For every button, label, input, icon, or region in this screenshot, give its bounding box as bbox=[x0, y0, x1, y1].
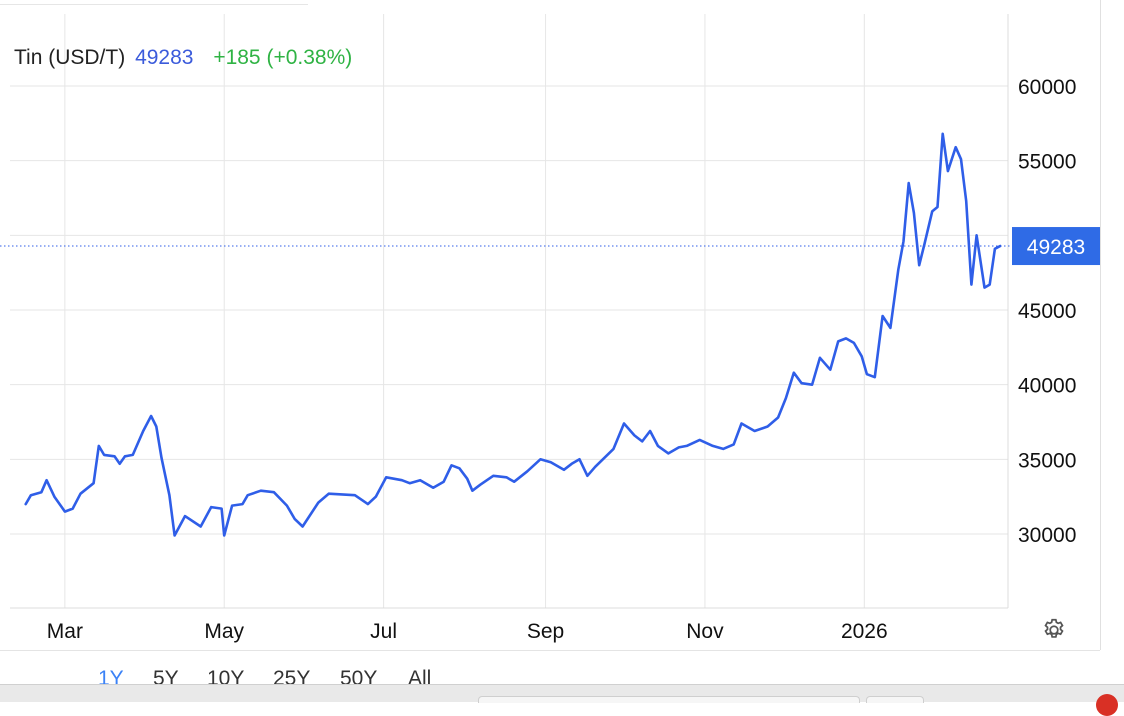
y-tick-label: 30000 bbox=[1018, 524, 1076, 547]
x-tick-label: Mar bbox=[47, 620, 83, 643]
right-divider bbox=[1100, 0, 1101, 650]
last-value-badge bbox=[1012, 227, 1100, 266]
taskbar-tab[interactable] bbox=[478, 696, 860, 703]
y-tick-label: 35000 bbox=[1018, 449, 1076, 472]
notification-dot[interactable] bbox=[1096, 694, 1118, 716]
x-tick-label: 2026 bbox=[841, 620, 888, 643]
legend-change: +185 (+0.38%) bbox=[213, 46, 353, 69]
y-tick-label: 45000 bbox=[1018, 300, 1076, 323]
chart-legend: Tin (USD/T) 49283 +185 (+0.38%) bbox=[14, 46, 352, 70]
taskbar-tab[interactable] bbox=[866, 696, 924, 703]
x-tick-label: Sep bbox=[527, 620, 564, 643]
gear-icon[interactable] bbox=[1041, 617, 1067, 643]
tin-price-chart[interactable]: 30000350004000045000500005500060000 MarM… bbox=[0, 0, 1100, 650]
x-tick-label: Nov bbox=[686, 620, 724, 643]
price-series-line bbox=[24, 132, 1002, 537]
y-tick-label: 55000 bbox=[1018, 151, 1076, 174]
y-tick-label: 60000 bbox=[1018, 76, 1076, 99]
legend-name: Tin (USD/T) bbox=[14, 46, 126, 69]
chart-canvas[interactable]: 30000350004000045000500005500060000 MarM… bbox=[0, 0, 1100, 650]
legend-last-value: 49283 bbox=[135, 46, 194, 69]
top-divider bbox=[0, 4, 308, 5]
x-tick-label: May bbox=[204, 620, 244, 643]
range-selector: 1Y 5Y 10Y 25Y 50Y All bbox=[0, 650, 1100, 690]
last-value-label: 49283 bbox=[1027, 236, 1085, 259]
x-tick-label: Jul bbox=[370, 620, 397, 643]
y-tick-label: 40000 bbox=[1018, 375, 1076, 398]
